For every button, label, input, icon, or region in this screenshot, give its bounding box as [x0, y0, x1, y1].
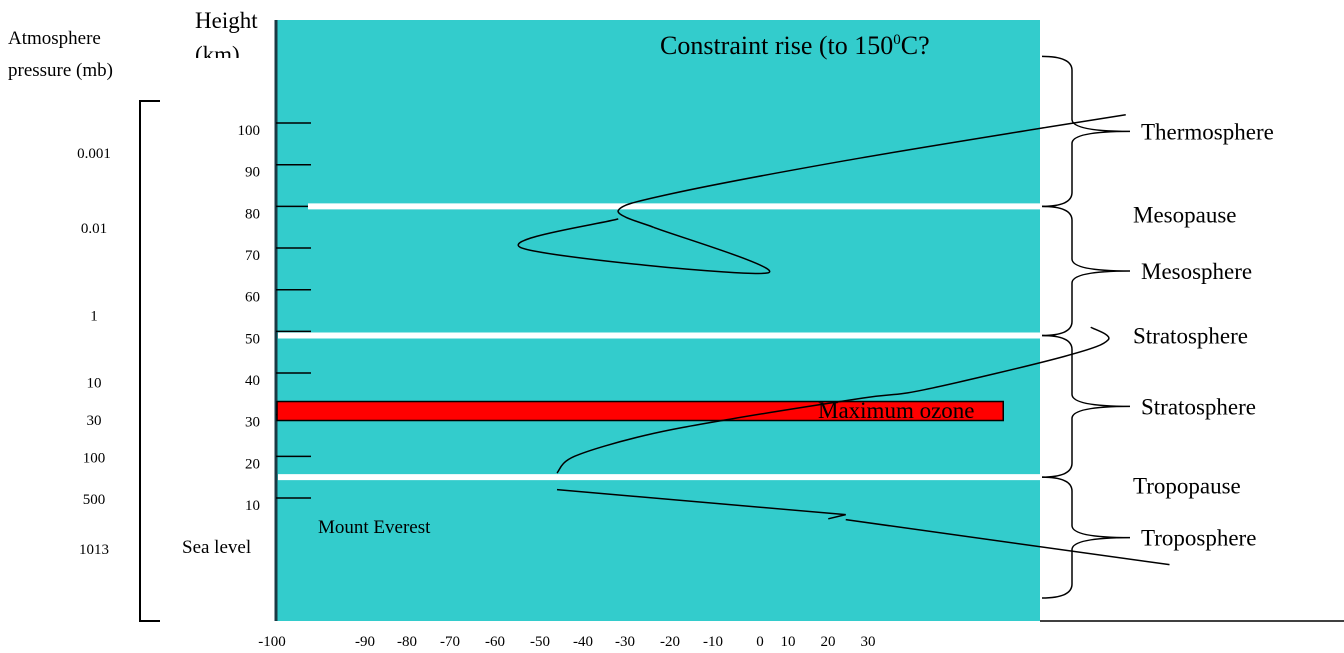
temperature-curve-mid	[517, 218, 771, 275]
height-tick-label: 70	[245, 248, 260, 264]
layer-boundary-label: Tropopause	[1133, 474, 1241, 499]
pressure-label: 30	[87, 413, 102, 429]
temperature-curve-troposphere	[556, 488, 1170, 566]
height-tick-label: 80	[245, 206, 260, 222]
temperature-tick-label: -40	[573, 634, 593, 650]
height-tick-label: 100	[238, 123, 261, 139]
layer-label: Troposphere	[1141, 526, 1256, 551]
everest-label: Mount Everest	[318, 517, 431, 538]
pressure-title-line2: pressure (mb)	[8, 60, 113, 81]
pressure-label: 500	[83, 492, 106, 508]
constraint-annotation: Constraint rise (to 1500C?	[660, 31, 930, 60]
layer-bracket	[1041, 205, 1131, 337]
temperature-tick-label: -90	[355, 634, 375, 650]
pressure-bracket	[139, 100, 160, 622]
layer-label: Stratosphere	[1141, 394, 1256, 419]
temperature-tick-label: 30	[861, 634, 876, 650]
layer-label: Mesosphere	[1141, 259, 1252, 284]
temperature-tick-label: -100	[258, 634, 286, 650]
layer-labels: Thermosphere Mesopause Mesosphere Stratosph…	[1041, 55, 1274, 599]
temperature-curve-upper	[617, 113, 1126, 228]
layer-bracket	[1041, 334, 1131, 478]
layer-boundaries	[278, 203, 1040, 481]
height-tick-label: 40	[245, 373, 260, 389]
pressure-label: 100	[83, 450, 106, 466]
pressure-label: 0.01	[81, 221, 107, 237]
atmosphere-panel	[276, 20, 1040, 621]
temperature-tick-labels: -100 -90 -80 -70 -60 -50 -40 -30 -20 -10 0 10 20 30	[258, 634, 875, 650]
pressure-label: 0.001	[77, 146, 111, 162]
temperature-tick-label: 20	[821, 634, 836, 650]
temperature-tick-label: -30	[615, 634, 635, 650]
pressure-label: 1	[90, 309, 98, 325]
temperature-tick-label: -60	[485, 634, 505, 650]
temperature-tick-label: -10	[703, 634, 723, 650]
layer-bracket	[1041, 476, 1131, 599]
height-tick-label: 20	[245, 456, 260, 472]
temperature-tick-label: -20	[660, 634, 680, 650]
sea-level-label: Sea level	[182, 537, 251, 558]
height-tick-label: 50	[245, 331, 260, 347]
temperature-tick-label: 10	[781, 634, 796, 650]
height-tick-label: 10	[245, 498, 260, 514]
temperature-tick-label: -80	[397, 634, 417, 650]
height-tick-label: 30	[245, 415, 260, 431]
height-tick-label: 90	[245, 165, 260, 181]
layer-bracket	[1041, 55, 1131, 208]
temperature-curve-low	[556, 326, 1110, 474]
pressure-label: 1013	[79, 542, 109, 558]
height-title-line2: (km)	[195, 42, 240, 67]
height-tick-label: 60	[245, 290, 260, 306]
pressure-title-line1: Atmosphere	[8, 28, 101, 49]
temperature-tick-label: 0	[756, 634, 764, 650]
layer-boundary-label: Mesopause	[1133, 203, 1236, 228]
temperature-tick-label: -70	[440, 634, 460, 650]
ozone-label: Maximum ozone	[818, 398, 975, 423]
pressure-label: 10	[87, 375, 102, 391]
layer-boundary-label: Stratosphere	[1133, 324, 1248, 349]
layer-label: Thermosphere	[1141, 119, 1274, 144]
height-title-line1: Height	[195, 8, 258, 33]
ozone-bar	[276, 400, 1004, 422]
pressure-labels: 0.001 0.01 1 10 30 100 500 1013	[77, 146, 111, 558]
temperature-tick-label: -50	[530, 634, 550, 650]
